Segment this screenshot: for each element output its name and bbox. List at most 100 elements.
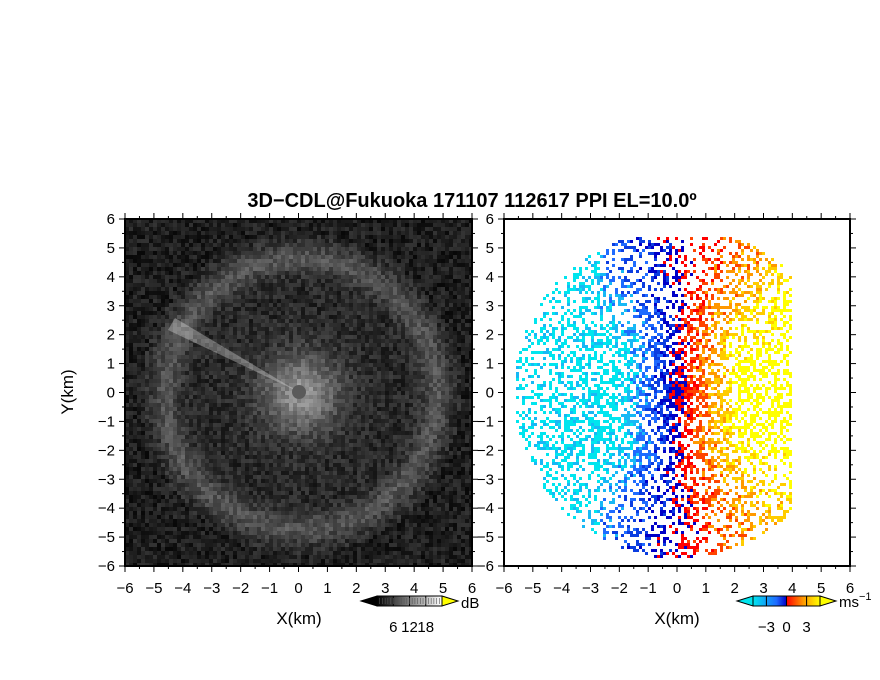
- reflectivity-cell: [405, 251, 409, 255]
- reflectivity-cell: [165, 279, 169, 283]
- reflectivity-cell: [245, 407, 249, 411]
- reflectivity-cell: [369, 303, 373, 307]
- reflectivity-cell: [157, 407, 161, 411]
- reflectivity-cell: [125, 339, 129, 343]
- reflectivity-cell: [317, 307, 321, 311]
- reflectivity-cell: [449, 315, 453, 319]
- reflectivity-cell: [289, 267, 293, 271]
- reflectivity-cell: [349, 319, 353, 323]
- reflectivity-cell: [433, 299, 437, 303]
- reflectivity-cell: [453, 399, 457, 403]
- reflectivity-cell: [437, 331, 441, 335]
- reflectivity-cell: [225, 347, 229, 351]
- reflectivity-cell: [245, 383, 249, 387]
- reflectivity-cell: [421, 239, 425, 243]
- reflectivity-cell: [401, 235, 405, 239]
- reflectivity-cell: [205, 219, 209, 223]
- reflectivity-cell: [157, 423, 161, 427]
- reflectivity-cell: [361, 323, 365, 327]
- reflectivity-cell: [453, 255, 457, 259]
- reflectivity-cell: [429, 343, 433, 347]
- reflectivity-cell: [297, 351, 301, 355]
- reflectivity-cell: [281, 391, 285, 395]
- reflectivity-cell: [129, 351, 133, 355]
- reflectivity-cell: [281, 283, 285, 287]
- reflectivity-cell: [133, 251, 137, 255]
- reflectivity-cell: [445, 359, 449, 363]
- reflectivity-cell: [157, 439, 161, 443]
- reflectivity-cell: [357, 307, 361, 311]
- reflectivity-cell: [153, 419, 157, 423]
- reflectivity-cell: [213, 363, 217, 367]
- reflectivity-cell: [409, 435, 413, 439]
- reflectivity-cell: [149, 371, 153, 375]
- reflectivity-cell: [225, 331, 229, 335]
- reflectivity-cell: [373, 255, 377, 259]
- reflectivity-cell: [229, 415, 233, 419]
- reflectivity-cell: [137, 247, 141, 251]
- reflectivity-cell: [349, 387, 353, 391]
- reflectivity-cell: [397, 311, 401, 315]
- reflectivity-cell: [245, 411, 249, 415]
- reflectivity-cell: [229, 427, 233, 431]
- reflectivity-cell: [313, 239, 317, 243]
- reflectivity-cell: [457, 367, 461, 371]
- reflectivity-cell: [377, 267, 381, 271]
- reflectivity-cell: [321, 419, 325, 423]
- reflectivity-cell: [273, 411, 277, 415]
- reflectivity-cell: [165, 223, 169, 227]
- reflectivity-cell: [125, 243, 129, 247]
- reflectivity-cell: [265, 391, 269, 395]
- reflectivity-cell: [161, 423, 165, 427]
- reflectivity-cell: [253, 351, 257, 355]
- reflectivity-cell: [153, 403, 157, 407]
- reflectivity-cell: [373, 291, 377, 295]
- reflectivity-cell: [241, 447, 245, 451]
- reflectivity-cell: [453, 387, 457, 391]
- reflectivity-cell: [269, 263, 273, 267]
- reflectivity-cell: [257, 335, 261, 339]
- reflectivity-cell: [381, 295, 385, 299]
- reflectivity-cell: [429, 375, 433, 379]
- reflectivity-cell: [269, 291, 273, 295]
- reflectivity-cell: [413, 431, 417, 435]
- reflectivity-cell: [417, 431, 421, 435]
- reflectivity-cell: [329, 223, 333, 227]
- reflectivity-cell: [457, 387, 461, 391]
- reflectivity-cell: [329, 239, 333, 243]
- reflectivity-cell: [425, 275, 429, 279]
- reflectivity-cell: [217, 307, 221, 311]
- reflectivity-cell: [197, 299, 201, 303]
- reflectivity-cell: [237, 267, 241, 271]
- reflectivity-cell: [261, 355, 265, 359]
- reflectivity-cell: [381, 423, 385, 427]
- reflectivity-cell: [277, 355, 281, 359]
- reflectivity-cell: [273, 335, 277, 339]
- reflectivity-cell: [277, 239, 281, 243]
- reflectivity-cell: [305, 255, 309, 259]
- reflectivity-cell: [221, 391, 225, 395]
- reflectivity-cell: [433, 255, 437, 259]
- reflectivity-cell: [465, 387, 469, 391]
- reflectivity-cell: [189, 427, 193, 431]
- reflectivity-cell: [417, 315, 421, 319]
- reflectivity-cell: [465, 315, 469, 319]
- reflectivity-cell: [209, 347, 213, 351]
- reflectivity-cell: [425, 219, 429, 223]
- reflectivity-cell: [125, 331, 129, 335]
- reflectivity-cell: [461, 399, 465, 403]
- reflectivity-cell: [217, 303, 221, 307]
- reflectivity-cell: [469, 331, 472, 335]
- reflectivity-cell: [265, 319, 269, 323]
- reflectivity-cell: [349, 311, 353, 315]
- reflectivity-cell: [193, 343, 197, 347]
- reflectivity-cell: [437, 275, 441, 279]
- reflectivity-cell: [385, 231, 389, 235]
- reflectivity-cell: [413, 243, 417, 247]
- reflectivity-cell: [449, 227, 453, 231]
- reflectivity-cell: [181, 231, 185, 235]
- reflectivity-cell: [249, 363, 253, 367]
- reflectivity-cell: [357, 371, 361, 375]
- reflectivity-cell: [369, 299, 373, 303]
- reflectivity-cell: [345, 227, 349, 231]
